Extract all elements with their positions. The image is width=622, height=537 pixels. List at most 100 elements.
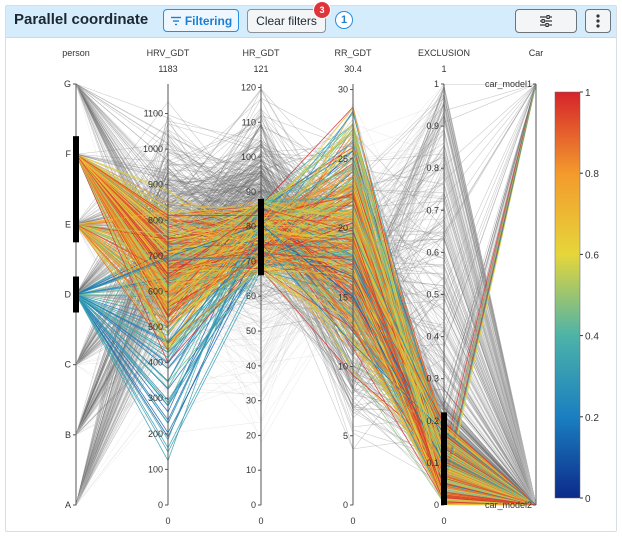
context-line — [75, 199, 537, 506]
tick-label: 0.5 — [426, 290, 439, 300]
filter-brush[interactable] — [258, 198, 264, 276]
context-line — [75, 272, 537, 506]
tick-label: 0.6 — [426, 247, 439, 257]
settings-button[interactable] — [515, 9, 577, 33]
selected-line — [75, 153, 537, 506]
context-line — [75, 83, 537, 506]
selected-line — [75, 153, 537, 506]
selected-line — [75, 220, 537, 506]
context-line — [75, 88, 537, 506]
tick-label: 30 — [338, 85, 348, 95]
more-options-button[interactable] — [585, 9, 611, 33]
selected-line — [75, 141, 537, 506]
colorbar-tick-label: 1 — [585, 88, 591, 99]
tick-label: 15 — [338, 292, 348, 302]
context-line — [75, 151, 537, 506]
selected-line — [75, 106, 537, 506]
filter-brush[interactable] — [73, 136, 79, 243]
tick-label: 110 — [242, 117, 256, 127]
tick-label: 900 — [148, 180, 163, 190]
axis-max-label: 121 — [253, 64, 268, 74]
context-line — [75, 83, 537, 506]
axis-title: HR_GDT — [242, 48, 280, 58]
colorbar: 0 0.2 0.4 0.6 0.8 1 — [554, 88, 599, 505]
tick-label: A — [65, 500, 71, 510]
context-line — [75, 220, 537, 506]
active-count-badge[interactable]: 1 — [335, 11, 353, 29]
chart-panel: Parallel coordinate Filtering Clear filt… — [5, 1, 617, 532]
selected-line — [75, 153, 537, 506]
tick-label: 500 — [148, 322, 163, 332]
panel-header: Parallel coordinate Filtering Clear filt… — [6, 1, 616, 38]
tick-label: 30 — [246, 396, 256, 406]
tick-label: G — [64, 79, 71, 89]
tick-label: B — [65, 430, 71, 440]
tick-label: 20 — [246, 430, 256, 440]
tick-label: 90 — [246, 187, 256, 197]
selected-line — [75, 153, 537, 506]
tick-label: 0.3 — [426, 374, 439, 384]
filter-count-badge: 3 — [313, 1, 331, 19]
context-line — [75, 196, 537, 506]
selected-line — [75, 153, 537, 506]
selected-line — [75, 224, 537, 506]
filtering-label: Filtering — [184, 13, 233, 28]
selected-line — [75, 223, 537, 506]
tick-label: E — [65, 219, 71, 229]
colorbar-tick-label: 0.8 — [585, 169, 599, 180]
colorbar-tick-label: 0 — [585, 494, 591, 505]
tick-label: 0.8 — [426, 163, 439, 173]
tick-label: 0 — [251, 500, 256, 510]
tick-label: 5 — [343, 431, 348, 441]
filter-brush[interactable] — [441, 412, 447, 505]
axis-min-label: 0 — [350, 516, 355, 526]
selected-line — [75, 232, 537, 506]
panel-title: Parallel coordinate — [14, 11, 149, 28]
tick-label: 10 — [246, 465, 256, 475]
tick-label: 400 — [148, 358, 163, 368]
axis-title: EXCLUSION — [418, 48, 470, 58]
filtering-button[interactable]: Filtering — [163, 9, 239, 32]
axis-min-label: 0 — [165, 516, 170, 526]
tick-label: 100 — [148, 464, 163, 474]
tick-label: 70 — [246, 256, 256, 266]
axis-title: HRV_GDT — [147, 48, 190, 58]
tick-label: 200 — [148, 429, 163, 439]
selected-line — [75, 153, 537, 506]
colorbar-tick-label: 0.6 — [585, 250, 599, 261]
selected-line — [75, 223, 537, 506]
tick-label: 600 — [148, 286, 163, 296]
tick-label: C — [65, 360, 72, 370]
selected-line — [75, 153, 537, 506]
tick-label: car_model2 — [485, 500, 532, 510]
more-vertical-icon — [596, 14, 600, 28]
tick-label: 0 — [434, 500, 439, 510]
context-line — [75, 83, 537, 506]
selected-line — [75, 177, 537, 506]
filter-brush[interactable] — [73, 276, 79, 313]
axis-max-label: 1 — [441, 64, 446, 74]
tick-label: 1 — [434, 79, 439, 89]
selected-line — [75, 223, 537, 506]
tick-label: 120 — [241, 82, 256, 92]
selected-line — [75, 224, 537, 506]
selected-lines — [75, 83, 537, 506]
tick-label: 0.1 — [426, 458, 439, 468]
selected-line — [75, 127, 537, 506]
tick-label: 0.9 — [426, 121, 439, 131]
filter-icon — [170, 16, 181, 25]
selected-line — [75, 153, 537, 506]
clear-filters-button[interactable]: Clear filters — [247, 9, 326, 33]
tick-label: 50 — [246, 326, 256, 336]
tick-label: car_model1 — [485, 79, 532, 89]
selected-line — [75, 154, 537, 506]
axis-title: Car — [529, 48, 544, 58]
tick-label: 800 — [148, 215, 163, 225]
selected-line — [75, 242, 537, 506]
tick-label: 100 — [241, 152, 256, 162]
context-line — [75, 83, 537, 295]
selected-line — [75, 153, 537, 506]
tick-label: 0.4 — [426, 332, 439, 342]
tick-label: F — [66, 149, 72, 159]
